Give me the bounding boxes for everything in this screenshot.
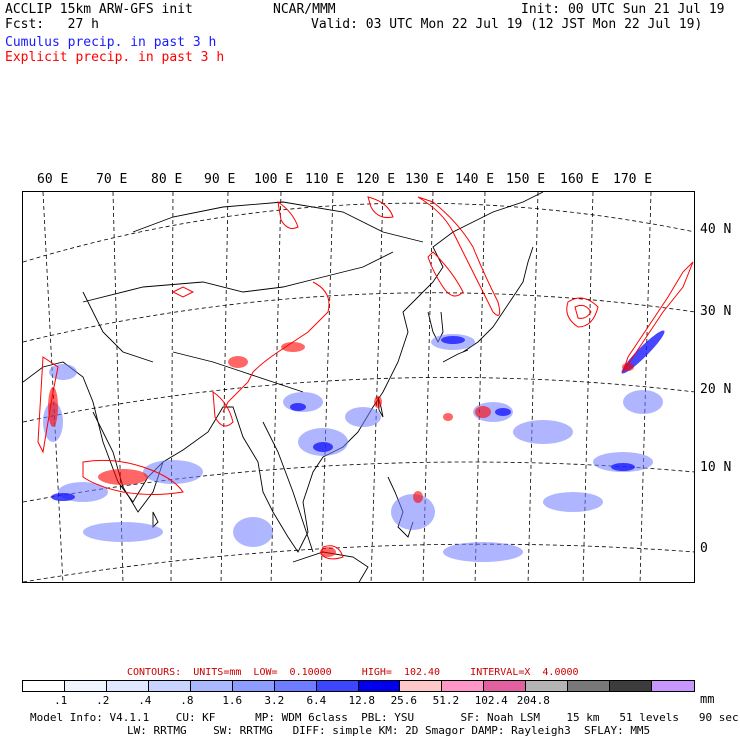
colorbar-unit: mm [700,692,715,706]
graticule [23,192,694,582]
colorbar-cell [190,681,233,691]
colorbar-cell [64,681,107,691]
colorbar-cell [610,681,653,691]
lat-label-10n: 10 N [700,460,732,475]
colorbar-tick-label: 25.6 [390,694,418,707]
colorbar-tick-label: .4 [138,694,152,707]
colorbar-cell [148,681,191,691]
lon-label-130e: 130 E [405,172,445,187]
lon-label-80e: 80 E [151,172,183,187]
lat-label-equator: 0 [700,541,708,556]
colorbar-cell [526,681,569,691]
lon-label-150e: 150 E [506,172,546,187]
colorbar-tick-label: 1.6 [222,694,243,707]
lon-label-120e: 120 E [356,172,396,187]
colorbar-cell [442,681,485,691]
colorbar-tick-label: .1 [54,694,68,707]
colorbar [22,680,695,692]
lat-label-20n: 20 N [700,382,732,397]
explicit-precip [37,196,694,560]
colorbar-cell [106,681,149,691]
colorbar-tick-label: .2 [96,694,110,707]
explicit-precip-fill [48,342,634,557]
colorbar-tick-label: 102.4 [474,694,508,707]
lat-label-40n: 40 N [700,222,732,237]
lon-label-110e: 110 E [305,172,345,187]
lon-label-100e: 100 E [254,172,294,187]
lon-label-90e: 90 E [204,172,236,187]
model-info-line2: LW: RRTMG SW: RRTMG DIFF: simple KM: 2D … [127,724,651,737]
legend-cumulus: Cumulus precip. in past 3 h [5,35,217,50]
forecast-hour: Fcst: 27 h [5,17,99,32]
valid-time: Valid: 03 UTC Mon 22 Jul 19 (12 JST Mon … [311,17,703,32]
lon-label-160e: 160 E [560,172,600,187]
colorbar-tick-label: 12.8 [348,694,376,707]
cumulus-precip [43,334,663,562]
colorbar-tick-label: 204.8 [516,694,550,707]
center-label: NCAR/MMM [273,2,336,17]
model-info-line1: Model Info: V4.1.1 CU: KF MP: WDM 6class… [30,711,739,724]
contour-info: CONTOURS: UNITS=mm LOW= 0.10000 HIGH= 10… [127,667,579,678]
colorbar-cell [23,681,65,691]
lon-label-140e: 140 E [455,172,495,187]
colorbar-cell [652,681,694,691]
lon-label-170e: 170 E [613,172,653,187]
colorbar-cell [568,681,611,691]
colorbar-cell [484,681,527,691]
init-time: Init: 00 UTC Sun 21 Jul 19 [521,2,725,17]
colorbar-tick-label: 51.2 [432,694,460,707]
lon-label-70e: 70 E [96,172,128,187]
lon-label-60e: 60 E [37,172,69,187]
colorbar-cell [358,681,401,691]
colorbar-cell [274,681,317,691]
colorbar-cell [232,681,275,691]
legend-explicit: Explicit precip. in past 3 h [5,50,225,65]
cumulus-precip-heavy [51,330,665,501]
lat-label-30n: 30 N [700,304,732,319]
colorbar-cell [316,681,359,691]
colorbar-tick-label: 3.2 [264,694,285,707]
colorbar-tick-label: .8 [180,694,194,707]
precip-map [22,191,695,583]
colorbar-cell [400,681,443,691]
plot-title: ACCLIP 15km ARW-GFS init [5,2,193,17]
colorbar-tick-label: 6.4 [306,694,327,707]
